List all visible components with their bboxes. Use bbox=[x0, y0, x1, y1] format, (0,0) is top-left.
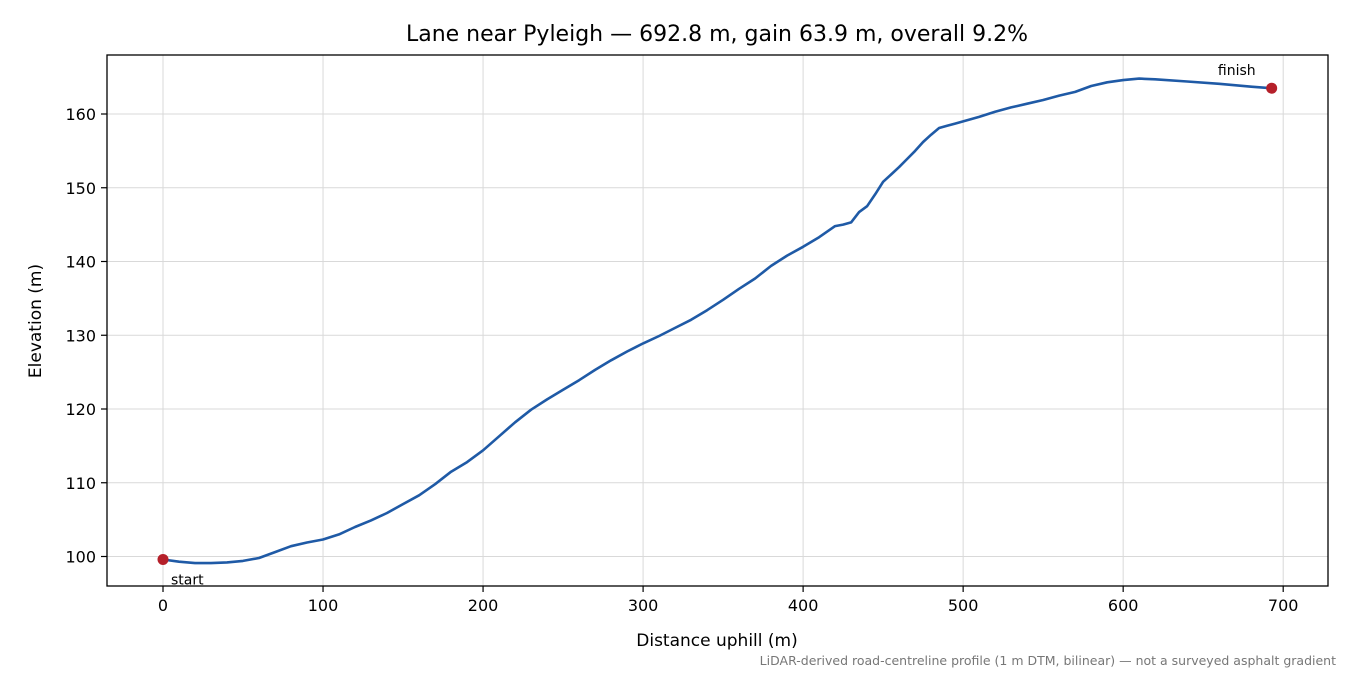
x-tick-label: 400 bbox=[788, 596, 819, 615]
x-tick-label: 200 bbox=[468, 596, 499, 615]
y-tick-label: 140 bbox=[65, 253, 96, 272]
elevation-profile-line bbox=[161, 77, 1273, 565]
footnote: LiDAR-derived road-centreline profile (1… bbox=[760, 653, 1336, 668]
x-axis-label: Distance uphill (m) bbox=[636, 631, 797, 651]
x-tick-label: 100 bbox=[308, 596, 339, 615]
y-axis-label: Elevation (m) bbox=[26, 264, 46, 378]
y-tick-label: 120 bbox=[65, 400, 96, 419]
x-tick-label: 0 bbox=[158, 596, 168, 615]
chart-title: Lane near Pyleigh — 692.8 m, gain 63.9 m… bbox=[406, 22, 1028, 47]
endpoint-markers: start finish bbox=[157, 63, 1278, 588]
y-tick-label: 150 bbox=[65, 179, 96, 198]
start-marker bbox=[157, 553, 169, 565]
x-tick-label: 300 bbox=[628, 596, 659, 615]
start-label: start bbox=[171, 572, 204, 588]
y-tick-label: 130 bbox=[65, 326, 96, 345]
x-axis-ticks: 0 100 200 300 400 500 600 700 bbox=[158, 586, 1299, 615]
finish-label: finish bbox=[1218, 63, 1256, 79]
x-tick-label: 600 bbox=[1108, 596, 1139, 615]
y-tick-label: 110 bbox=[65, 474, 96, 493]
x-tick-label: 500 bbox=[948, 596, 979, 615]
plot-area-frame bbox=[106, 54, 1329, 587]
grid bbox=[107, 55, 1328, 586]
y-axis-ticks: 100 110 120 130 140 150 160 bbox=[65, 105, 107, 567]
x-tick-label: 700 bbox=[1268, 596, 1299, 615]
finish-marker bbox=[1266, 82, 1278, 94]
y-tick-label: 160 bbox=[65, 105, 96, 124]
y-tick-label: 100 bbox=[65, 548, 96, 567]
